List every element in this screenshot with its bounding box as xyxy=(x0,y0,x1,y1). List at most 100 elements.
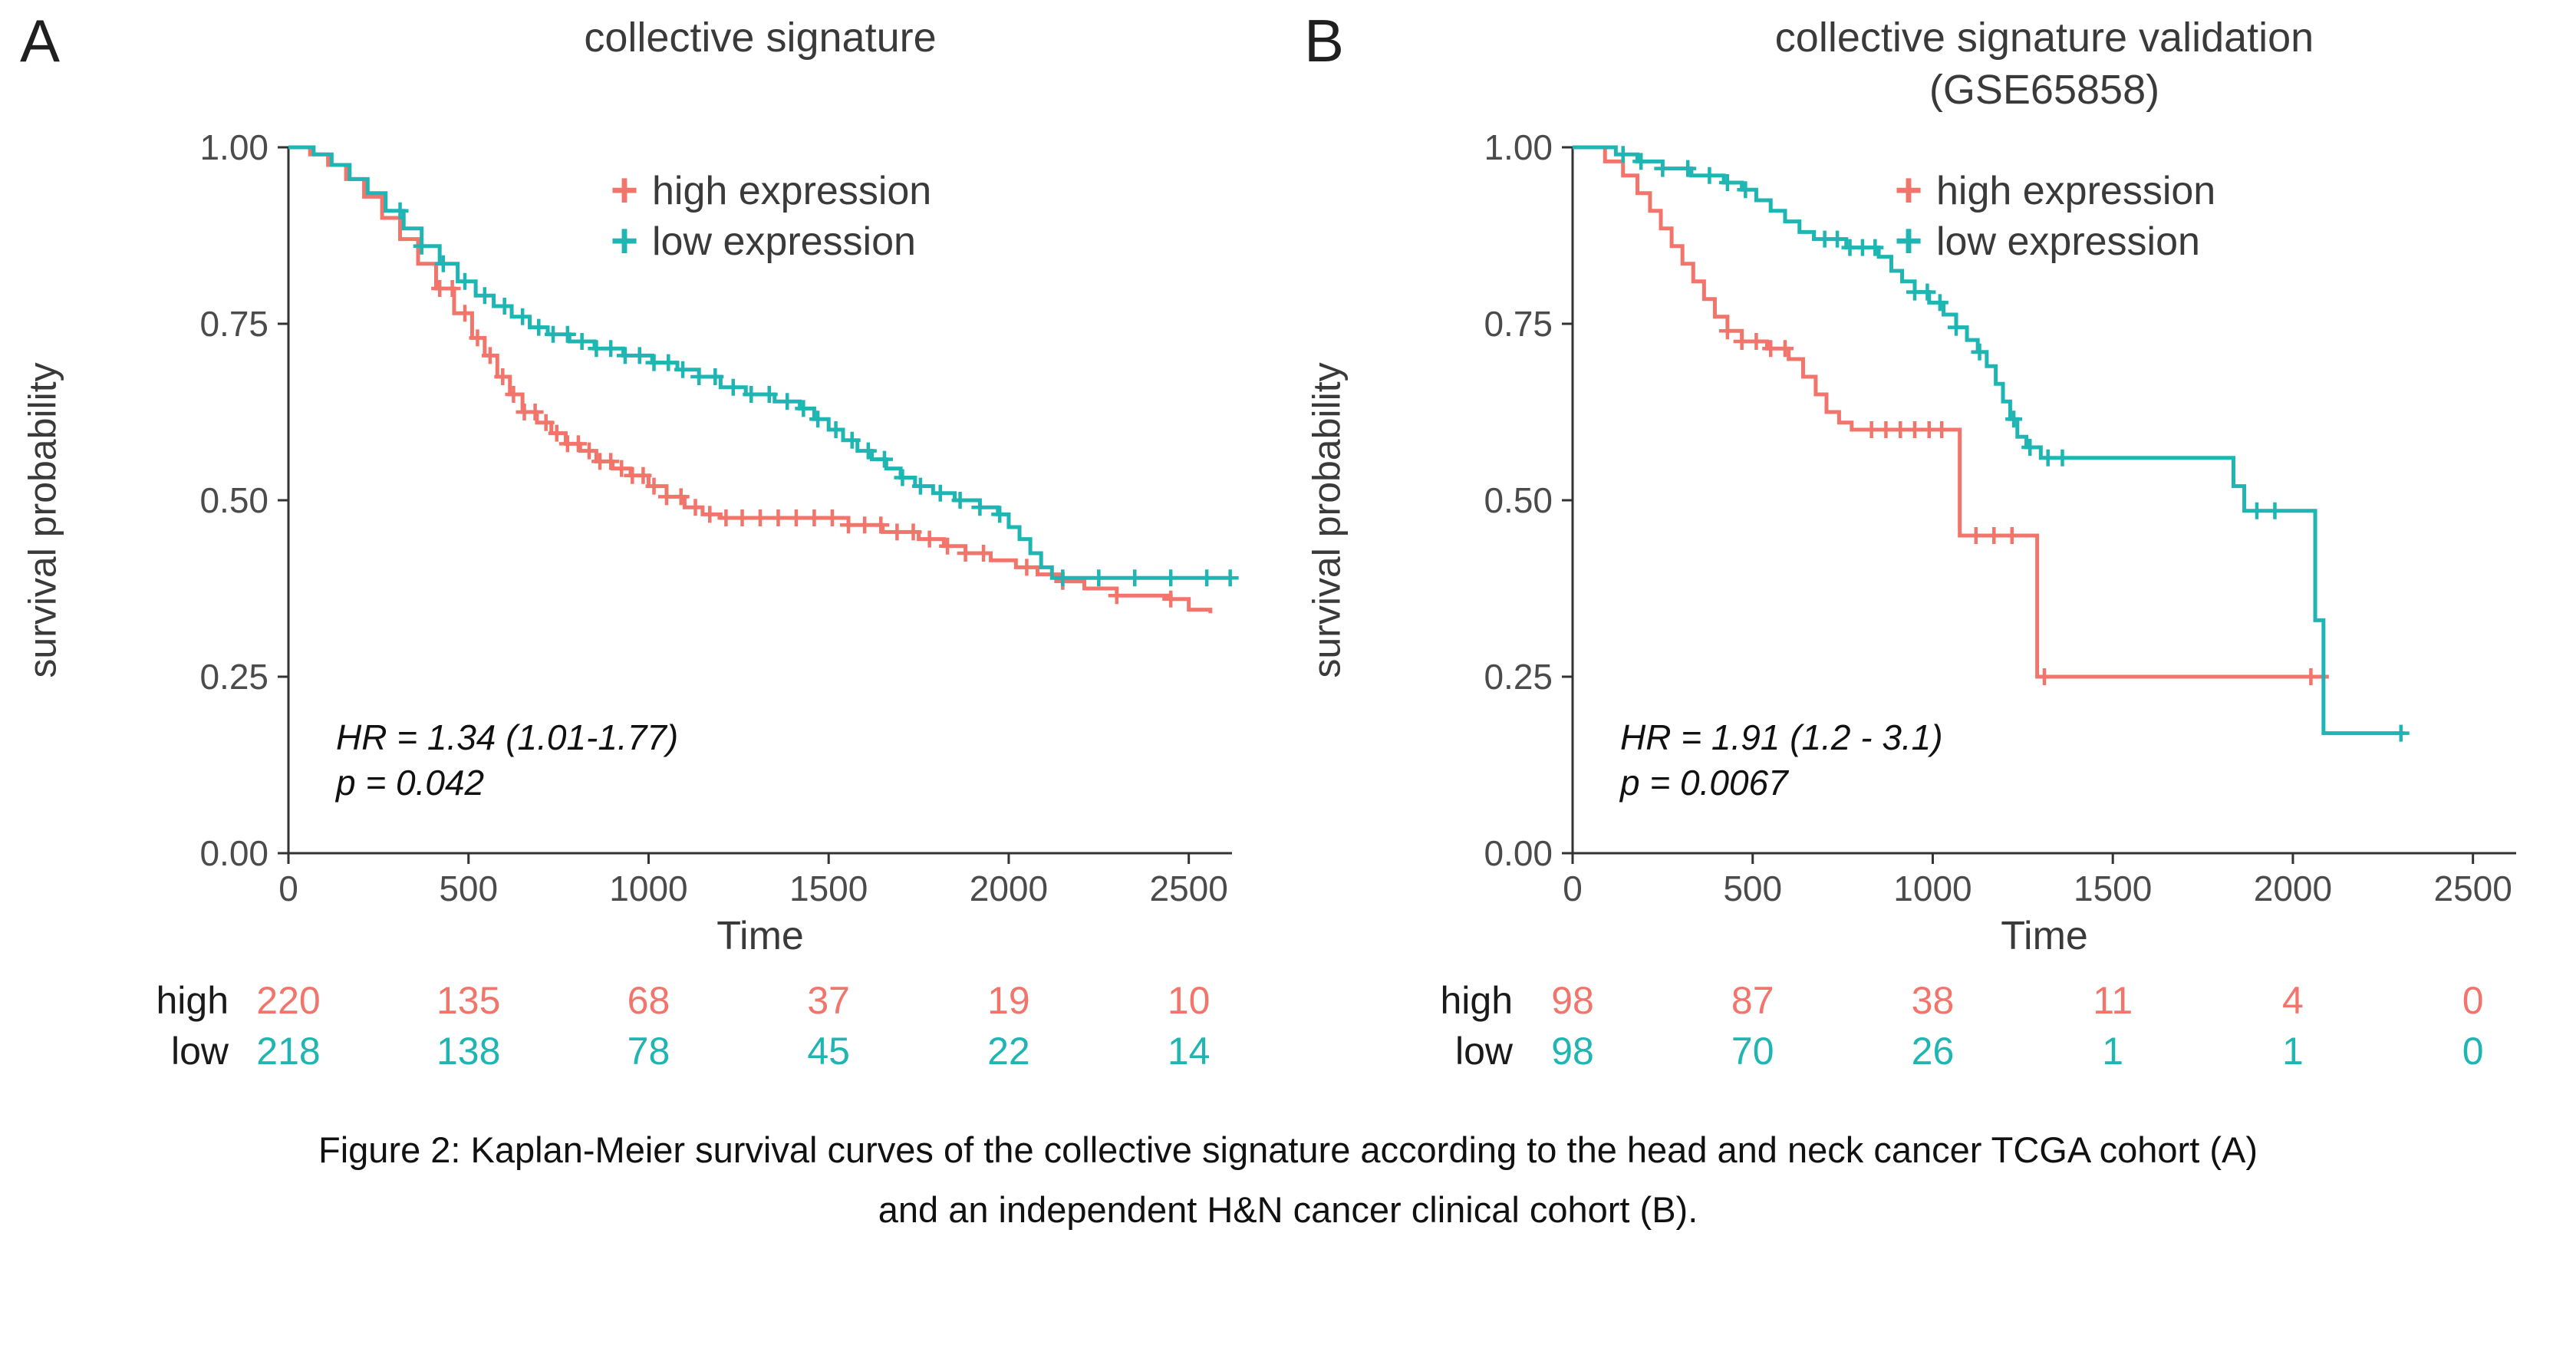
y-tick-label: 1.00 xyxy=(199,132,268,167)
panel-b-ylabel-col: survival probability xyxy=(1304,132,1350,908)
risk-count: 78 xyxy=(627,1030,670,1073)
censor-mark xyxy=(2036,668,2053,685)
risk-row-label: low xyxy=(170,1030,229,1073)
censor-mark xyxy=(2248,502,2265,519)
legend: + high expression + low expression xyxy=(1887,166,2215,267)
censor-mark xyxy=(951,492,969,509)
censor-mark xyxy=(957,545,974,562)
stats-annotation: HR = 1.91 (1.2 - 3.1) p = 0.0067 xyxy=(1620,715,1943,806)
censor-mark xyxy=(1221,569,1239,587)
censor-mark xyxy=(2266,502,2284,519)
censor-mark xyxy=(733,509,751,526)
x-tick-label: 2500 xyxy=(1149,869,1227,908)
censor-mark xyxy=(795,400,812,417)
panel-b-title: collective signature validation xyxy=(1774,15,2314,61)
censor-mark xyxy=(1018,559,1036,576)
panel-a: A collective signature survival probabil… xyxy=(20,7,1263,1076)
censor-mark xyxy=(545,325,562,343)
hr-text: HR = 1.91 (1.2 - 3.1) xyxy=(1620,717,1943,757)
y-tick-label: 0.25 xyxy=(1484,657,1553,697)
km-plot-a: 0.00 0.25 0.50 0.75 1.00 0 500 1000 1500 2000 2500 xyxy=(199,132,1239,908)
censor-mark xyxy=(1919,283,1936,301)
risk-row-label: low xyxy=(1454,1030,1513,1073)
legend-row-low: + low expression xyxy=(1887,216,2215,267)
panels-container: A collective signature survival probabil… xyxy=(0,7,2576,1076)
panel-a-plot-area: 0.00 0.25 0.50 0.75 1.00 0 500 1000 1500 2000 2500… xyxy=(66,132,1263,908)
censor-mark xyxy=(674,361,692,378)
censor-mark xyxy=(1162,590,1180,608)
censor-mark xyxy=(634,466,652,484)
y-axis-label: survival probability xyxy=(21,362,64,678)
censor-mark xyxy=(660,354,677,371)
censor-mark xyxy=(1933,421,1951,438)
censor-mark xyxy=(904,523,922,541)
risk-row-low: low 98 70 26 1 1 0 xyxy=(1350,1025,2547,1076)
censor-mark xyxy=(505,386,522,403)
censor-mark xyxy=(921,530,938,548)
y-tick-label: 0.25 xyxy=(199,657,268,697)
censor-mark xyxy=(1679,160,1697,177)
censor-mark xyxy=(931,484,949,502)
legend-row-high: + high expression xyxy=(1887,166,2215,216)
y-tick-label: 0.75 xyxy=(1484,304,1553,344)
plus-marker-icon: + xyxy=(1894,215,1923,268)
x-tick-label: 0 xyxy=(278,869,298,908)
censor-mark xyxy=(743,386,760,403)
censor-mark xyxy=(569,435,587,453)
x-tick-label: 2000 xyxy=(2254,869,2332,908)
censor-mark xyxy=(537,414,555,431)
km-plot-b: 0.00 0.25 0.50 0.75 1.00 0 500 1000 1500 2000 2500 xyxy=(1484,132,2516,908)
censor-mark xyxy=(588,340,605,358)
censor-mark xyxy=(840,516,858,534)
censor-mark xyxy=(2003,527,2021,544)
risk-row-high: high 220 135 68 37 19 10 xyxy=(66,974,1263,1025)
censor-mark xyxy=(1985,527,2003,544)
km-curve-low xyxy=(1573,145,2405,736)
risk-count: 218 xyxy=(256,1030,321,1073)
risk-count: 98 xyxy=(1551,979,1594,1022)
x-tick-label: 0 xyxy=(1563,869,1583,908)
caption-line-2: and an independent H&N cancer clinical c… xyxy=(878,1188,1698,1230)
censor-mark xyxy=(613,460,631,477)
censor-mark xyxy=(456,305,474,322)
censor-mark xyxy=(481,347,499,364)
legend-label-low: low expression xyxy=(1936,219,2200,264)
censor-mark xyxy=(687,499,704,516)
risk-table: high 220 135 68 37 19 10 low 218 138 78 45 22 14 xyxy=(66,974,1263,1076)
censor-mark xyxy=(971,499,989,516)
censor-mark xyxy=(707,368,724,385)
panel-a-plot-row: survival probability 0.00 0.25 0.50 0.75 1.0… xyxy=(20,132,1263,908)
censor-mark xyxy=(1162,569,1180,587)
censor-mark xyxy=(469,329,486,347)
censor-mark xyxy=(1892,421,1909,438)
y-tick-label: 0.50 xyxy=(1484,480,1553,520)
censor-mark xyxy=(991,506,1009,523)
panel-a-title-block: collective signature xyxy=(66,12,1263,132)
risk-count: 19 xyxy=(987,979,1030,1022)
censor-mark xyxy=(514,308,532,325)
risk-count: 220 xyxy=(256,979,321,1022)
panel-b-xlabel-row: Time xyxy=(1350,908,2547,967)
censor-mark xyxy=(1866,239,1884,256)
panel-b-plot-area: 0.00 0.25 0.50 0.75 1.00 0 500 1000 1500 2000 2500… xyxy=(1350,132,2547,908)
censor-mark xyxy=(911,477,929,495)
x-axis-label: Time xyxy=(716,914,804,958)
censor-mark xyxy=(1090,569,1108,587)
risk-count: 70 xyxy=(1731,1030,1774,1073)
legend-row-low: + low expression xyxy=(603,216,931,267)
plus-marker-icon: + xyxy=(1894,164,1923,217)
panel-b-label: B xyxy=(1304,7,1345,74)
y-tick-label: 0.50 xyxy=(199,480,268,520)
censor-mark xyxy=(616,347,634,364)
censor-mark xyxy=(391,202,409,219)
risk-count: 1 xyxy=(2102,1030,2124,1073)
panel-a-ylabel-col: survival probability xyxy=(20,132,66,908)
figure-caption: Figure 2: Kaplan-Meier survival curves o… xyxy=(0,1120,2576,1239)
censor-mark xyxy=(1967,527,1985,544)
risk-count: 1 xyxy=(2282,1030,2304,1073)
censor-mark xyxy=(1748,333,1765,350)
censor-mark xyxy=(2054,449,2071,466)
censor-mark xyxy=(760,386,778,403)
censor-mark xyxy=(1776,340,1794,358)
